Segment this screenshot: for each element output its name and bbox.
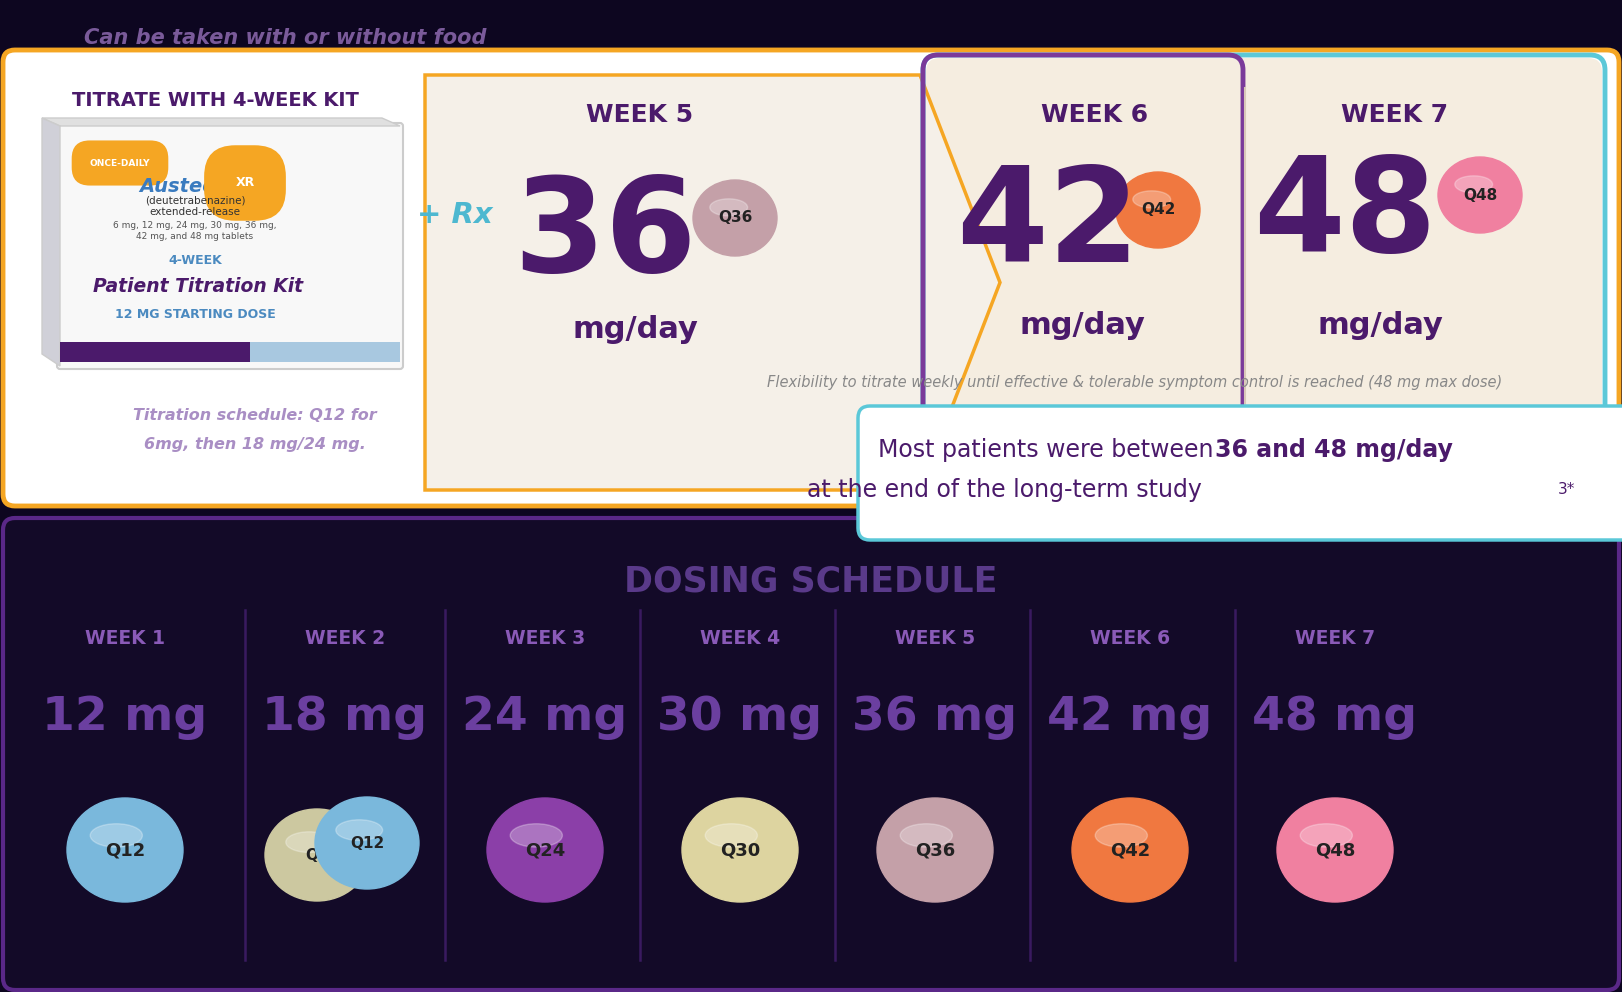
Text: 4-WEEK: 4-WEEK [169, 254, 222, 267]
Text: Flexibility to titrate weekly until effective & tolerable symptom control is rea: Flexibility to titrate weekly until effe… [767, 376, 1502, 391]
Text: Austedo: Austedo [139, 177, 230, 195]
Text: WEEK 7: WEEK 7 [1294, 629, 1375, 648]
Text: Q12: Q12 [350, 835, 384, 850]
Ellipse shape [91, 823, 143, 847]
Ellipse shape [1116, 172, 1200, 248]
Ellipse shape [1455, 176, 1492, 192]
Text: mg/day: mg/day [1317, 310, 1444, 339]
Polygon shape [42, 118, 60, 366]
Text: WEEK 4: WEEK 4 [701, 629, 780, 648]
Polygon shape [425, 75, 1001, 490]
Text: mg/day: mg/day [573, 315, 697, 344]
Text: WEEK 3: WEEK 3 [504, 629, 586, 648]
Text: Q36: Q36 [719, 210, 753, 225]
Ellipse shape [900, 823, 952, 847]
Text: Titration schedule: Q12 for: Titration schedule: Q12 for [133, 408, 376, 423]
Ellipse shape [285, 831, 333, 852]
Text: Q42: Q42 [1140, 202, 1176, 217]
Ellipse shape [706, 823, 757, 847]
Text: Q42: Q42 [1109, 841, 1150, 859]
Ellipse shape [1277, 798, 1393, 902]
Text: 36 mg: 36 mg [853, 695, 1017, 740]
Text: ONCE-DAILY: ONCE-DAILY [89, 159, 151, 168]
Text: WEEK 6: WEEK 6 [1090, 629, 1169, 648]
Ellipse shape [693, 180, 777, 256]
Ellipse shape [264, 809, 368, 901]
Text: 36: 36 [513, 172, 697, 299]
Ellipse shape [1439, 157, 1521, 233]
Text: Q30: Q30 [720, 841, 761, 859]
Ellipse shape [681, 798, 798, 902]
Ellipse shape [1072, 798, 1187, 902]
Text: at the end of the long-term study: at the end of the long-term study [806, 478, 1202, 502]
Text: DOSING SCHEDULE: DOSING SCHEDULE [624, 565, 998, 599]
Bar [60, 342, 250, 362]
Text: 12 MG STARTING DOSE: 12 MG STARTING DOSE [115, 308, 276, 320]
Ellipse shape [511, 823, 563, 847]
Text: 6 mg, 12 mg, 24 mg, 30 mg, 36 mg,
42 mg, and 48 mg tablets: 6 mg, 12 mg, 24 mg, 30 mg, 36 mg, 42 mg,… [114, 221, 277, 241]
Ellipse shape [487, 798, 603, 902]
Text: 3*: 3* [1559, 482, 1575, 498]
Text: WEEK 2: WEEK 2 [305, 629, 384, 648]
Text: Q36: Q36 [915, 841, 955, 859]
Ellipse shape [67, 798, 183, 902]
Text: Q6: Q6 [305, 847, 329, 862]
Text: 36 and 48 mg/day: 36 and 48 mg/day [1215, 438, 1453, 462]
Text: WEEK 1: WEEK 1 [84, 629, 165, 648]
Text: WEEK 6: WEEK 6 [1041, 103, 1148, 127]
Text: WEEK 5: WEEK 5 [895, 629, 975, 648]
Text: WEEK 7: WEEK 7 [1341, 103, 1448, 127]
Text: Most patients were between: Most patients were between [878, 438, 1221, 462]
Text: 30 mg: 30 mg [657, 695, 822, 740]
Bar [250, 342, 401, 362]
Text: 48 mg: 48 mg [1252, 695, 1418, 740]
Text: XR: XR [235, 177, 255, 189]
Text: (deutetrabenazine)
extended-release: (deutetrabenazine) extended-release [144, 195, 245, 217]
Text: Q48: Q48 [1463, 187, 1497, 202]
Text: Q12: Q12 [105, 841, 144, 859]
Text: Can be taken with or without food: Can be taken with or without food [84, 28, 487, 48]
Text: 48: 48 [1254, 152, 1437, 279]
FancyBboxPatch shape [858, 406, 1622, 540]
Ellipse shape [315, 797, 418, 889]
Text: Patient Titration Kit: Patient Titration Kit [92, 277, 303, 296]
Text: 24 mg: 24 mg [462, 695, 628, 740]
Ellipse shape [336, 819, 383, 840]
Ellipse shape [1095, 823, 1147, 847]
Polygon shape [42, 118, 401, 126]
Ellipse shape [878, 798, 993, 902]
Ellipse shape [710, 198, 748, 216]
Ellipse shape [1132, 190, 1171, 208]
Text: 6mg, then 18 mg/24 mg.: 6mg, then 18 mg/24 mg. [144, 437, 367, 452]
Text: Q48: Q48 [1315, 841, 1356, 859]
Text: mg/day: mg/day [1019, 310, 1145, 339]
Text: 42: 42 [955, 162, 1140, 289]
Text: TITRATE WITH 4-WEEK KIT: TITRATE WITH 4-WEEK KIT [71, 90, 358, 109]
Text: + Rx: + Rx [417, 201, 493, 229]
FancyBboxPatch shape [926, 58, 1603, 498]
FancyBboxPatch shape [3, 50, 1619, 506]
FancyBboxPatch shape [57, 123, 402, 369]
FancyBboxPatch shape [3, 518, 1619, 990]
Text: Q24: Q24 [526, 841, 564, 859]
Text: 12 mg: 12 mg [42, 695, 208, 740]
Text: WEEK 5: WEEK 5 [587, 103, 694, 127]
Ellipse shape [1301, 823, 1353, 847]
Text: 18 mg: 18 mg [263, 695, 428, 740]
Text: 42 mg: 42 mg [1048, 695, 1213, 740]
